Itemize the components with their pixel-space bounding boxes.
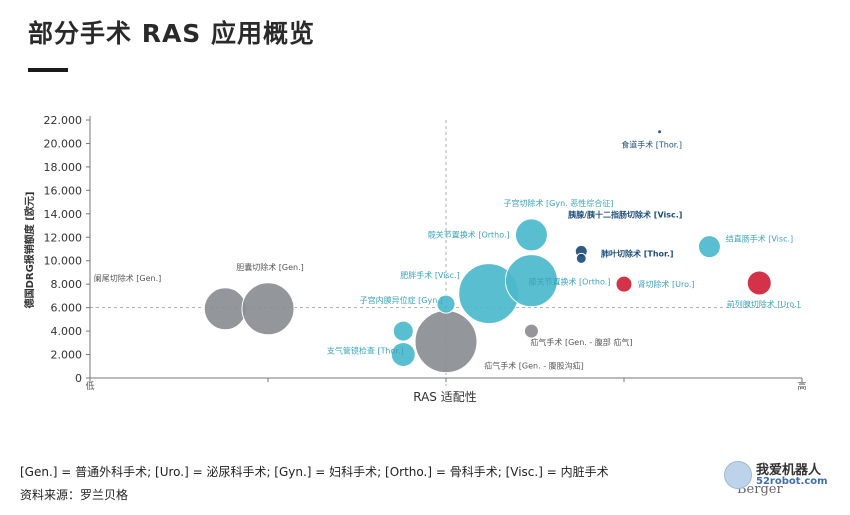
y-axis: 0 2.000 4.000 6.000 8.000 10.000 12.000 14.000 1…	[44, 114, 91, 385]
bubble-label: 结直肠手术 [Visc.]	[726, 234, 793, 244]
bubble-label: 胰腺/胰十二指肠切除术 [Visc.]	[568, 209, 682, 219]
watermark-url: 52robot.com	[756, 476, 828, 487]
x-axis	[89, 377, 803, 382]
x-axis-title: RAS 适配性	[413, 390, 477, 404]
x-tick-low: 低	[85, 380, 94, 392]
bubble	[657, 129, 663, 135]
bubble	[697, 235, 721, 259]
source-note: 资料来源：罗兰贝格	[20, 488, 129, 502]
footnote-legend: [Gen.] = 普通外科手术; [Uro.] = 泌尿科手术; [Gyn.] …	[20, 465, 609, 479]
bubble-label: 阑尾切除术 [Gen.]	[94, 273, 162, 283]
y-tick-label: 20.000	[44, 137, 83, 150]
watermark-title: 我爱机器人	[756, 463, 822, 478]
bubble	[414, 310, 478, 374]
bubble	[390, 342, 416, 368]
y-tick-label: 2.000	[51, 349, 83, 362]
y-tick-label: 16.000	[44, 184, 83, 197]
bubble-label: 肥胖手术 [Visc.]	[400, 270, 459, 280]
bubble	[746, 270, 772, 296]
bubble-label: 子宫切除术 [Gyn. 恶性综合征]	[504, 198, 614, 208]
bubble-label: 胆囊切除术 [Gen.]	[236, 262, 304, 272]
bubble	[523, 323, 539, 339]
bubble-label: 膝关节置换术 [Ortho.]	[529, 277, 611, 287]
bubble	[615, 275, 633, 293]
chart-bubble-labels: 阑尾切除术 [Gen.] 胆囊切除术 [Gen.] 子宫内膜异位症 [Gyn.] 支气…	[94, 140, 800, 371]
bubble	[436, 294, 456, 314]
bubble-label: 子宫内膜异位症 [Gyn.]	[360, 295, 443, 305]
y-tick-label: 14.000	[44, 208, 83, 221]
y-axis-title: 德国DRG报销额度 [欧元]	[23, 192, 36, 310]
bubble	[514, 218, 548, 252]
bubble-label: 疝气手术 [Gen. - 腹部 疝气]	[530, 337, 632, 347]
title-underline	[28, 68, 68, 72]
bubble-label: 肾切除术 [Uro.]	[637, 279, 694, 289]
y-tick-label: 0	[75, 372, 82, 385]
bubble	[504, 254, 558, 308]
bubble	[392, 320, 414, 342]
x-tick-high: 高	[797, 380, 806, 392]
chart-bubbles	[203, 129, 772, 374]
bubble	[575, 252, 587, 264]
brand-logo-text: Berger	[737, 482, 783, 497]
bubble-label: 髋关节置换术 [Ortho.]	[428, 230, 510, 240]
y-tick-label: 12.000	[44, 231, 83, 244]
watermark: 我爱机器人 52robot.com	[722, 459, 842, 499]
y-tick-label: 10.000	[44, 255, 83, 268]
y-tick-label: 4.000	[51, 325, 83, 338]
bubble-label: 食道手术 [Thor.]	[621, 140, 682, 150]
bubble-label: 支气管镜检查 [Thor.]	[327, 346, 404, 356]
bubble	[241, 282, 295, 336]
bubble-chart: 0 2.000 4.000 6.000 8.000 10.000 12.000 14.000 1…	[23, 114, 807, 404]
y-tick-label: 8.000	[51, 278, 83, 291]
bubble-label: 疝气手术 [Gen. - 腹股沟疝]	[484, 361, 584, 371]
bubble	[203, 287, 247, 331]
y-tick-label: 22.000	[44, 114, 83, 127]
y-tick-label: 18.000	[44, 161, 83, 174]
y-tick-label: 6.000	[51, 302, 83, 315]
bubble-label: 肺叶切除术 [Thor.]	[601, 248, 674, 258]
robot-icon	[724, 461, 752, 489]
bubble-label: 前列腺切除术 [Uro.]	[727, 299, 800, 309]
page-title: 部分手术 RAS 应用概览	[28, 19, 316, 48]
